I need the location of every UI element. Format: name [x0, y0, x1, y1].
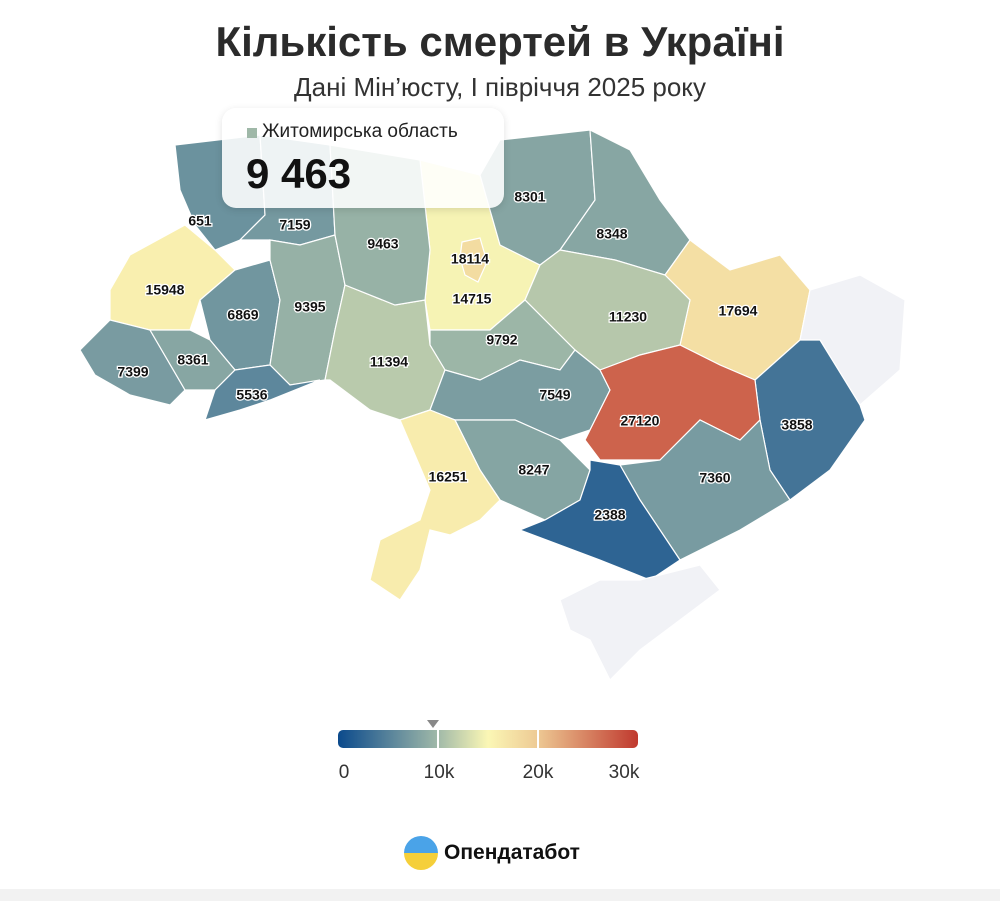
tooltip-color-swatch: [247, 128, 257, 138]
region-value-label: 2388: [594, 507, 625, 523]
region-value-label: 16251: [429, 469, 468, 485]
region-value-label: 7360: [699, 470, 730, 486]
page-subtitle: Дані Мін’юсту, І півріччя 2025 року: [294, 72, 706, 102]
region-odesa[interactable]: [369, 409, 501, 601]
region-value-label: 14715: [453, 291, 492, 307]
region-value-label: 5536: [236, 387, 267, 403]
region-value-label: 7549: [539, 387, 570, 403]
region-value-label: 7159: [279, 217, 310, 233]
region-value-label: 6869: [227, 307, 258, 323]
brand-logo[interactable]: Опендатабот: [404, 836, 580, 870]
region-value-label: 11394: [370, 354, 408, 370]
region-value-label: 27120: [621, 413, 660, 429]
footer-strip: [0, 889, 1000, 901]
region-value-label: 18114: [451, 251, 489, 267]
tooltip-region-name: Житомирська область: [262, 121, 458, 142]
region-value-label: 17694: [719, 303, 758, 319]
legend-tick-label: 0: [338, 762, 350, 783]
opendatabot-logo-icon: [404, 836, 438, 870]
region-value-label: 15948: [146, 282, 185, 298]
region-tooltip: Житомирська область 9 463: [222, 108, 504, 208]
region-chernivtsi[interactable]: [204, 364, 321, 421]
region-value-label: 9792: [486, 332, 517, 348]
legend-tick-label: 10k: [423, 762, 455, 783]
region-value-label: 651: [188, 213, 212, 229]
region-value-label: 7399: [117, 364, 148, 380]
region-value-label: 3858: [781, 417, 812, 433]
region-crimea[interactable]: [559, 564, 721, 682]
region-kherson[interactable]: [518, 459, 681, 581]
region-kyiv-city[interactable]: [459, 237, 488, 283]
color-scale-legend[interactable]: [338, 730, 638, 748]
brand-name: Опендатабот: [444, 841, 580, 864]
legend-hover-marker: [426, 720, 439, 728]
ukraine-map: 651 7159 9463 14715 18114 8301 8348 17694 3858 11…: [79, 128, 906, 682]
region-zakarpattia[interactable]: [79, 319, 186, 406]
tooltip-value: 9 463: [246, 150, 352, 197]
legend-divider: [437, 730, 439, 748]
page-title: Кількість смертей в Україні: [215, 18, 785, 65]
legend-tick-label: 30k: [608, 762, 640, 783]
legend-divider: [537, 730, 539, 748]
region-value-label: 8361: [177, 352, 208, 368]
region-value-label: 8247: [518, 462, 549, 478]
region-value-label: 11230: [609, 309, 647, 325]
region-value-label: 9395: [294, 299, 325, 315]
region-value-label: 9463: [367, 236, 398, 252]
legend-tick-label: 20k: [522, 762, 554, 783]
region-value-label: 8301: [514, 189, 545, 205]
region-value-label: 8348: [596, 226, 627, 242]
